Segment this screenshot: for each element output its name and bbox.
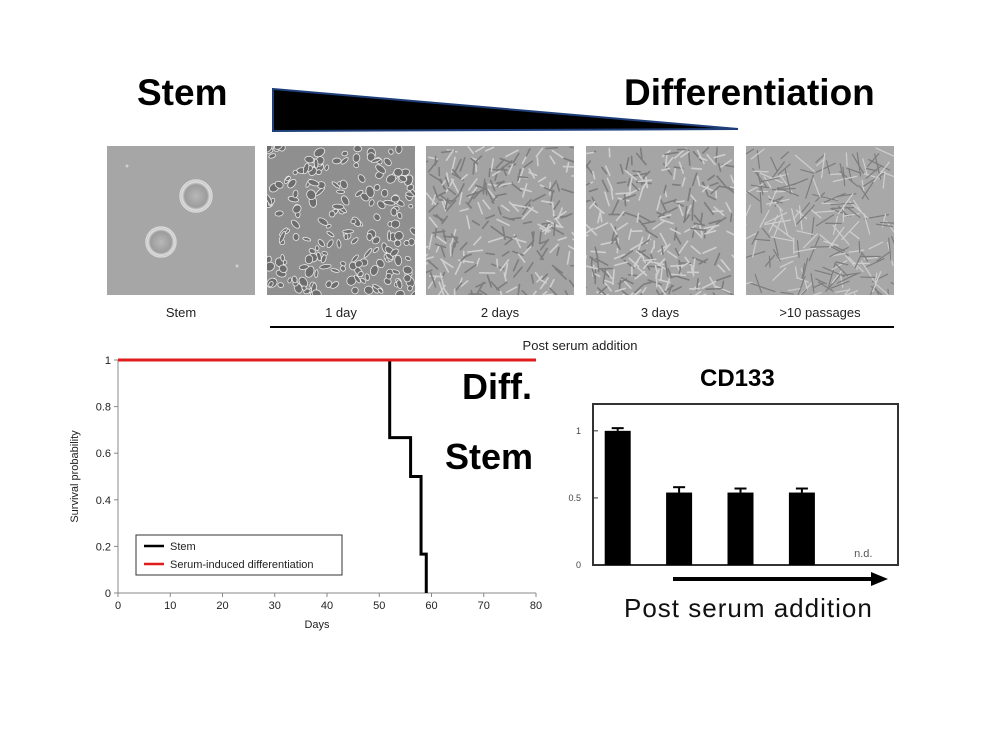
y-axis-label: Survival probability: [69, 430, 81, 523]
stem-header-label: Stem: [137, 74, 227, 111]
micrograph-10-passages: [746, 146, 894, 295]
x-tick-label: 10: [164, 600, 176, 612]
cd133-bar: [728, 493, 754, 565]
y-tick-label: 1: [576, 426, 581, 436]
micrograph-2-days: [426, 146, 574, 295]
caption-10-passages: >10 passages: [746, 305, 894, 320]
cells-10-passages-image: [746, 146, 894, 295]
micrograph-stem: [107, 146, 255, 295]
y-tick-label: 0.5: [568, 493, 581, 503]
micrograph-3-days: [586, 146, 734, 295]
cells-2-days-image: [426, 146, 574, 295]
cd133-bar: [666, 493, 692, 565]
y-tick-label: 0.2: [96, 541, 111, 553]
x-tick-label: 40: [321, 600, 333, 612]
x-tick-label: 20: [216, 600, 228, 612]
y-tick-label: 1: [105, 355, 111, 367]
nd-annotation: n.d.: [854, 548, 872, 560]
arrow-head-icon: [871, 572, 888, 586]
y-tick-label: 0: [105, 588, 111, 600]
cd133-title: CD133: [700, 365, 775, 393]
stem-curve-label: Stem: [445, 436, 533, 478]
y-tick-label: 0: [576, 560, 581, 570]
x-tick-label: 70: [478, 600, 490, 612]
legend-label: Serum-induced differentiation: [170, 559, 314, 571]
x-axis-label: Days: [304, 619, 330, 631]
diff-curve-label: Diff.: [462, 366, 532, 408]
caption-stem: Stem: [107, 305, 255, 320]
post-serum-arrow-label: Post serum addition: [624, 593, 873, 624]
cells-1-day-image: [267, 146, 415, 295]
cd133-bar-chart: 0 0.5 1 n.d.: [555, 395, 900, 590]
x-tick-label: 30: [269, 600, 281, 612]
cd133-bar: [605, 431, 631, 565]
y-tick-label: 0.4: [96, 495, 111, 507]
cells-3-days-image: [586, 146, 734, 295]
y-tick-label: 0.8: [96, 402, 111, 414]
cd133-bar: [789, 493, 815, 565]
y-tick-label: 0.6: [96, 448, 111, 460]
caption-2-days: 2 days: [426, 305, 574, 320]
x-tick-label: 50: [373, 600, 385, 612]
post-serum-bracket-line: [270, 326, 894, 328]
x-tick-label: 0: [115, 600, 121, 612]
x-tick-label: 80: [530, 600, 542, 612]
caption-3-days: 3 days: [586, 305, 734, 320]
micrograph-1-day: [267, 146, 415, 295]
differentiation-header-label: Differentiation: [624, 74, 875, 111]
x-tick-label: 60: [425, 600, 437, 612]
stem-spheres-image: [107, 146, 255, 295]
legend-label: Stem: [170, 541, 196, 553]
caption-1-day: 1 day: [267, 305, 415, 320]
